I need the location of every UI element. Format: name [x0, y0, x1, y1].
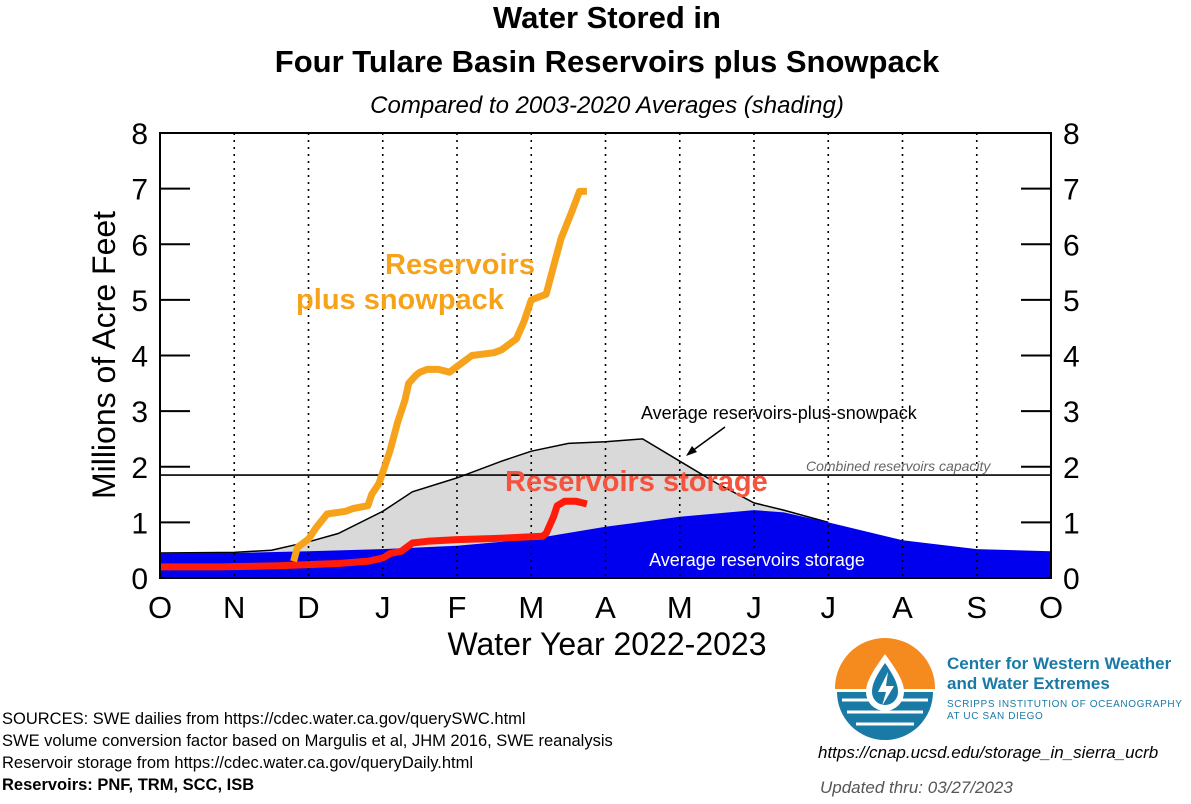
- y-tick-label-left: 2: [131, 452, 148, 485]
- y-tick-label-right: 1: [1063, 507, 1080, 540]
- capacity-label: Combined reservoirs capacity: [806, 458, 991, 474]
- y-tick-label-left: 6: [131, 229, 148, 262]
- x-tick-label: N: [223, 590, 245, 625]
- y-tick-label-right: 7: [1063, 174, 1080, 207]
- x-tick-label: O: [148, 590, 172, 625]
- y-axis-label: Millions of Acre Feet: [86, 211, 122, 499]
- series-layer: [160, 187, 588, 571]
- res-plus-snow-label-line1: Reservoirs: [385, 249, 535, 281]
- avg-reservoirs-label: Average reservoirs storage: [649, 550, 865, 570]
- x-tick-label: F: [448, 590, 467, 625]
- y-tick-label-left: 3: [131, 396, 148, 429]
- logo-org-name-line1: Center for Western Weather: [947, 654, 1172, 673]
- x-tick-label: J: [746, 590, 762, 625]
- res-plus-snow-label-line2: plus snowpack: [296, 284, 505, 316]
- logo-water-half: [837, 692, 933, 740]
- y-tick-label-right: 2: [1063, 452, 1080, 485]
- source-line-1: SOURCES: SWE dailies from https://cdec.w…: [2, 710, 526, 728]
- source-url: https://cnap.ucsd.edu/storage_in_sierra_…: [818, 743, 1159, 762]
- updated-date: Updated thru: 03/27/2023: [820, 778, 1013, 797]
- reservoirs-storage-label: Reservoirs storage: [505, 466, 768, 498]
- x-tick-label: J: [375, 590, 391, 625]
- logo-org-sub-line2: AT UC SAN DIEGO: [947, 711, 1044, 722]
- x-tick-label: M: [518, 590, 544, 625]
- y-tick-label-left: 7: [131, 174, 148, 207]
- x-axis-label: Water Year 2022-2023: [447, 626, 766, 662]
- y-tick-label-left: 1: [131, 507, 148, 540]
- logo-org-sub: SCRIPPS INSTITUTION OF OCEANOGRAPHY AT U…: [947, 699, 1182, 723]
- avg-res-plus-snow-label: Average reservoirs-plus-snowpack: [641, 403, 918, 423]
- source-line-4: Reservoirs: PNF, TRM, SCC, ISB: [2, 776, 255, 794]
- source-line-3: Reservoir storage from https://cdec.wate…: [2, 754, 474, 772]
- tick-layer: 0 0 1 1 2 2 3 3 4 4 5 5 6 6 7 7 8 8 O N D J F M A M J J A S O: [131, 118, 1079, 625]
- source-line-2: SWE volume conversion factor based on Ma…: [2, 732, 613, 750]
- y-tick-label-right: 3: [1063, 396, 1080, 429]
- reservoirs-plus-snowpack-line: [290, 187, 587, 563]
- cw3e-logo: [835, 638, 935, 740]
- chart-title-line1: Water Stored in: [493, 0, 721, 35]
- x-tick-label: D: [297, 590, 319, 625]
- x-tick-label: S: [966, 590, 987, 625]
- x-tick-label: M: [667, 590, 693, 625]
- logo-org-sub-line1: SCRIPPS INSTITUTION OF OCEANOGRAPHY: [947, 699, 1183, 710]
- y-tick-label-left: 5: [131, 285, 148, 318]
- lightning-bolt-icon: [878, 672, 894, 706]
- y-tick-label-left: 0: [131, 563, 148, 596]
- y-tick-label-right: 6: [1063, 229, 1080, 262]
- y-tick-label-right: 8: [1063, 118, 1080, 151]
- pointer-arrowhead: [686, 446, 697, 456]
- y-tick-label-right: 4: [1063, 341, 1080, 374]
- y-tick-label-left: 4: [131, 341, 148, 374]
- x-tick-label: A: [892, 590, 913, 625]
- y-tick-label-left: 8: [131, 118, 148, 151]
- x-tick-label: J: [821, 590, 837, 625]
- chart-title-line2: Four Tulare Basin Reservoirs plus Snowpa…: [275, 44, 940, 79]
- reservoirs-storage-line: [160, 497, 588, 571]
- logo-org-name-line2: and Water Extremes: [947, 674, 1110, 693]
- y-tick-label-right: 5: [1063, 285, 1080, 318]
- grid-layer: [160, 133, 1051, 578]
- y-tick-label-right: 0: [1063, 563, 1080, 596]
- chart-subtitle: Compared to 2003-2020 Averages (shading): [370, 92, 844, 119]
- x-tick-label: O: [1039, 590, 1063, 625]
- logo-org-name: Center for Western Weather and Water Ext…: [947, 654, 1171, 694]
- x-tick-label: A: [595, 590, 616, 625]
